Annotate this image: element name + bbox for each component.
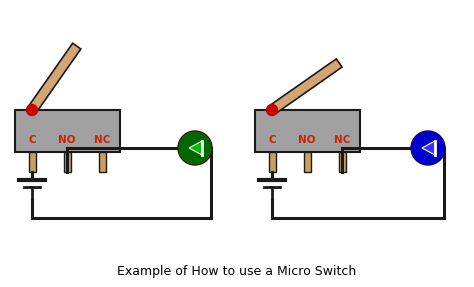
Circle shape <box>178 131 212 165</box>
Text: NC: NC <box>94 135 110 145</box>
Circle shape <box>411 131 445 165</box>
Bar <box>255 110 360 152</box>
Bar <box>15 110 120 152</box>
Text: NC: NC <box>334 135 350 145</box>
Text: NO: NO <box>58 135 76 145</box>
Text: C: C <box>28 135 36 145</box>
Bar <box>64 152 71 172</box>
Circle shape <box>266 104 277 115</box>
Bar <box>269 152 276 172</box>
Bar <box>269 59 342 114</box>
Bar <box>339 152 346 172</box>
Bar <box>29 152 36 172</box>
Polygon shape <box>189 141 202 155</box>
Circle shape <box>27 104 37 115</box>
Circle shape <box>412 132 444 164</box>
Bar <box>304 152 311 172</box>
Text: NO: NO <box>298 135 316 145</box>
Bar <box>28 43 81 113</box>
Polygon shape <box>422 141 435 155</box>
Bar <box>99 152 106 172</box>
Text: C: C <box>268 135 276 145</box>
Text: Example of How to use a Micro Switch: Example of How to use a Micro Switch <box>118 265 356 278</box>
Circle shape <box>179 132 211 164</box>
